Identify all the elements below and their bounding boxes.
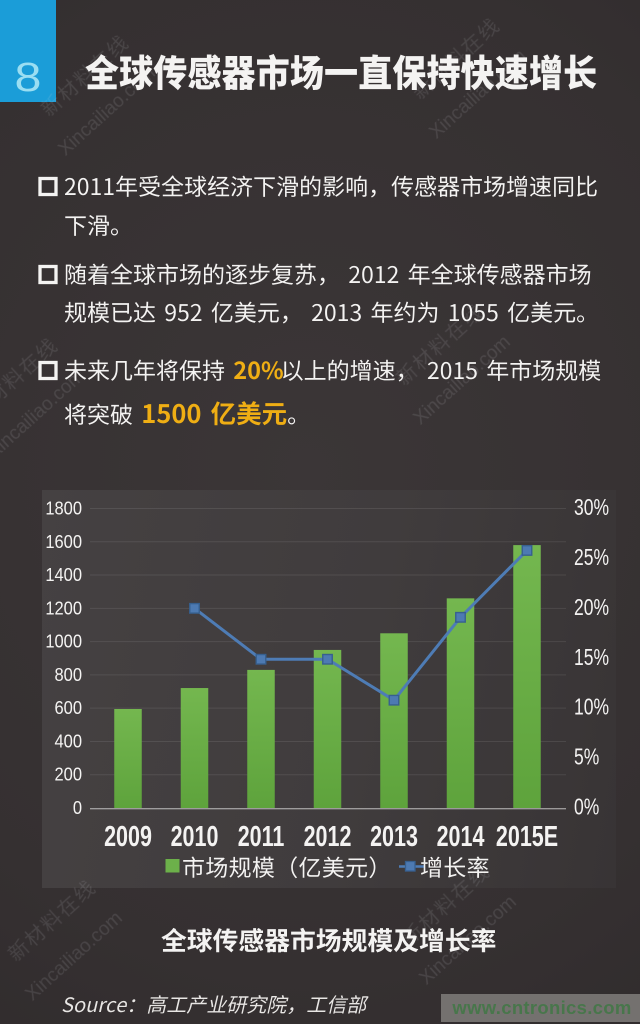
svg-text:200: 200	[54, 764, 82, 785]
svg-text:0%: 0%	[574, 795, 599, 820]
svg-text:30%: 30%	[574, 496, 609, 521]
svg-text:400: 400	[54, 730, 82, 751]
svg-text:25%: 25%	[574, 546, 609, 571]
svg-text:1600: 1600	[45, 531, 82, 552]
svg-text:2010: 2010	[171, 821, 219, 853]
svg-text:1000: 1000	[45, 631, 82, 652]
svg-text:1800: 1800	[45, 498, 82, 519]
svg-text:2011: 2011	[238, 821, 285, 853]
svg-text:2009: 2009	[104, 821, 152, 853]
svg-text:2012: 2012	[304, 821, 352, 853]
svg-text:15%: 15%	[574, 646, 609, 671]
svg-text:600: 600	[54, 697, 82, 718]
svg-text:0: 0	[73, 797, 82, 818]
svg-text:2015E: 2015E	[496, 821, 558, 853]
svg-text:Xincailiao.com: Xincailiao.com	[22, 908, 127, 1006]
svg-text:10%: 10%	[574, 696, 609, 721]
svg-text:5%: 5%	[574, 746, 599, 771]
svg-text:1400: 1400	[45, 564, 82, 585]
svg-text:2014: 2014	[437, 821, 485, 853]
svg-text:20%: 20%	[574, 596, 609, 621]
svg-text:800: 800	[54, 664, 82, 685]
svg-text:1200: 1200	[45, 597, 82, 618]
svg-text:2013: 2013	[370, 821, 418, 853]
